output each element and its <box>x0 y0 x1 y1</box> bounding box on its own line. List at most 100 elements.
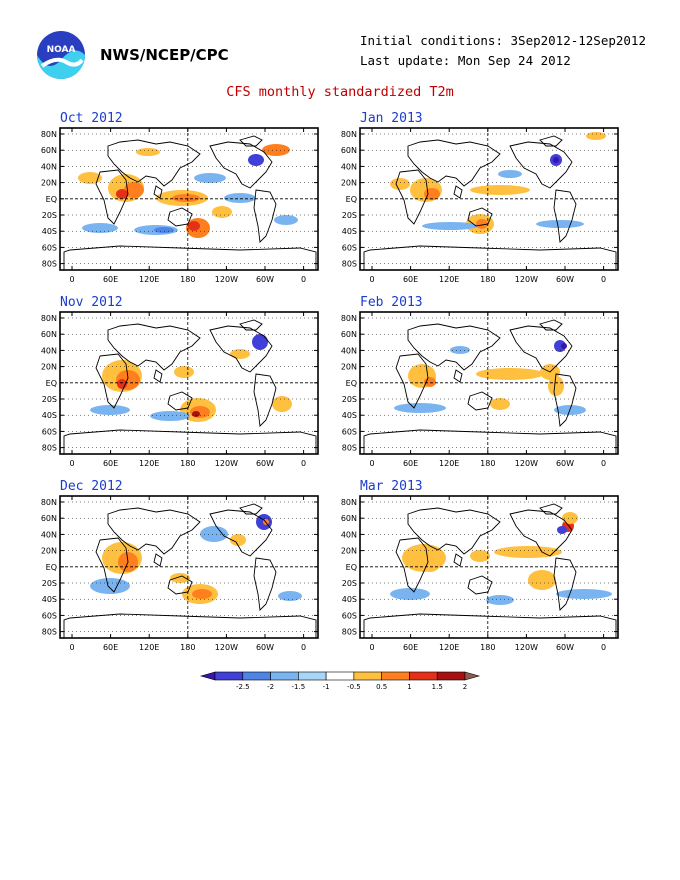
lon-tick-label: 0 <box>301 643 306 652</box>
lon-tick-label: 180 <box>480 459 495 468</box>
coastline <box>253 189 277 243</box>
lon-tick-label: 60E <box>103 275 118 284</box>
anomaly-region <box>172 194 200 202</box>
anomaly-region <box>422 222 478 230</box>
colorbar-swatch <box>381 671 410 681</box>
anomaly-region <box>230 534 246 546</box>
anomaly-region <box>498 170 522 178</box>
agency-label: NWS/NCEP/CPC <box>100 46 229 64</box>
lat-tick-label: 80N <box>41 498 57 507</box>
lon-tick-label: 180 <box>180 459 195 468</box>
anomaly-region <box>224 193 256 203</box>
lon-tick-label: 60W <box>256 275 274 284</box>
coastline <box>209 509 273 557</box>
anomaly-region <box>192 411 200 417</box>
lon-tick-label: 180 <box>180 275 195 284</box>
panel-title-nov-2012: Nov 2012 <box>60 295 123 310</box>
coastline <box>63 429 317 454</box>
lon-tick-label: 60W <box>256 459 274 468</box>
coastline <box>453 185 463 199</box>
coastline <box>395 353 429 409</box>
lat-tick-label: 60S <box>342 427 357 436</box>
lat-tick-label: 40S <box>342 411 357 420</box>
lat-tick-label: 80S <box>342 260 357 269</box>
lon-tick-label: 0 <box>69 275 74 284</box>
lat-tick-label: 40N <box>41 162 57 171</box>
colorbar: -2.5-2-1.5-1-0.50.511.522.5 <box>199 671 481 691</box>
lat-tick-label: 20S <box>42 211 57 220</box>
lat-tick-label: 60N <box>341 330 357 339</box>
lat-tick-label: 80S <box>42 444 57 453</box>
lon-tick-label: 0 <box>369 459 374 468</box>
lon-tick-label: 180 <box>480 275 495 284</box>
anomaly-region <box>528 570 556 590</box>
panel-title-oct-2012: Oct 2012 <box>60 111 123 126</box>
lon-tick-label: 0 <box>301 459 306 468</box>
lat-tick-label: 60N <box>341 146 357 155</box>
map-panel-oct-2012: 80N 60N 40N 20N EQ 20S 40S 60S 80S 0 60E 120E 180 120… <box>41 127 319 284</box>
coastline <box>553 373 577 427</box>
anomaly-region <box>274 215 298 225</box>
anomaly-region <box>248 154 264 166</box>
panel-title-jan-2013: Jan 2013 <box>360 111 423 126</box>
colorbar-swatch <box>298 671 327 681</box>
anomaly-region <box>194 173 226 183</box>
lat-tick-label: EQ <box>346 195 357 204</box>
lat-tick-label: 20S <box>342 579 357 588</box>
map-panel-mar-2013: 80N 60N 40N 20N EQ 20S 40S 60S 80S 0 60E 120E 180 120… <box>341 495 619 652</box>
anomaly-region <box>390 588 430 600</box>
map-panel-jan-2013: 80N 60N 40N 20N EQ 20S 40S 60S 80S 0 60E 120E 180 120… <box>341 127 619 284</box>
colorbar-swatch <box>242 671 271 681</box>
lat-tick-label: 20S <box>42 395 57 404</box>
lat-tick-label: 80N <box>341 314 357 323</box>
colorbar-swatch <box>199 671 216 681</box>
anomaly-region <box>136 148 160 156</box>
anomaly-region <box>486 595 514 605</box>
coastline <box>453 553 463 567</box>
colorbar-label: -2.5 <box>236 683 250 691</box>
colorbar-swatch <box>325 671 355 681</box>
lon-tick-label: 120E <box>439 643 459 652</box>
lon-tick-label: 120W <box>215 459 238 468</box>
lat-tick-label: 40N <box>341 346 357 355</box>
lat-tick-label: 20N <box>341 547 357 556</box>
colorbar-swatch <box>464 671 481 681</box>
anomaly-region <box>470 550 490 562</box>
coastline <box>239 503 263 515</box>
lat-tick-label: 40N <box>41 346 57 355</box>
anomaly-region <box>476 219 488 229</box>
lat-tick-label: 40S <box>42 411 57 420</box>
figure-title: CFS monthly standardized T2m <box>226 84 454 100</box>
anomaly-region <box>272 396 292 412</box>
colorbar-swatch <box>409 671 438 681</box>
lon-tick-label: 120E <box>439 275 459 284</box>
lon-tick-label: 60W <box>556 275 574 284</box>
initial-conditions: Initial conditions: 3Sep2012-12Sep2012 <box>360 33 646 48</box>
anomaly-region <box>420 556 440 572</box>
lon-tick-label: 0 <box>369 643 374 652</box>
lat-tick-label: 40S <box>42 227 57 236</box>
panel-title-feb-2013: Feb 2013 <box>360 295 423 310</box>
anomaly-region <box>230 349 250 359</box>
lat-tick-label: 60N <box>41 330 57 339</box>
lon-tick-label: 120E <box>439 459 459 468</box>
lat-tick-label: 60S <box>342 243 357 252</box>
lat-tick-label: 20N <box>41 179 57 188</box>
lat-tick-label: EQ <box>46 563 57 572</box>
anomaly-region <box>556 589 612 599</box>
lat-tick-label: 80N <box>341 130 357 139</box>
lon-tick-label: 0 <box>69 459 74 468</box>
lon-tick-label: 180 <box>180 643 195 652</box>
lat-tick-label: 40N <box>41 530 57 539</box>
lon-tick-label: 60E <box>403 643 418 652</box>
lat-tick-label: 20S <box>342 395 357 404</box>
anomaly-region <box>200 526 228 542</box>
lat-tick-label: EQ <box>346 563 357 572</box>
anomaly-region <box>82 223 118 233</box>
lat-tick-label: 20N <box>41 363 57 372</box>
lon-tick-label: 0 <box>601 643 606 652</box>
lat-tick-label: 60N <box>41 514 57 523</box>
coastline <box>539 135 563 147</box>
lat-tick-label: 80S <box>342 628 357 637</box>
coastline <box>95 537 129 593</box>
